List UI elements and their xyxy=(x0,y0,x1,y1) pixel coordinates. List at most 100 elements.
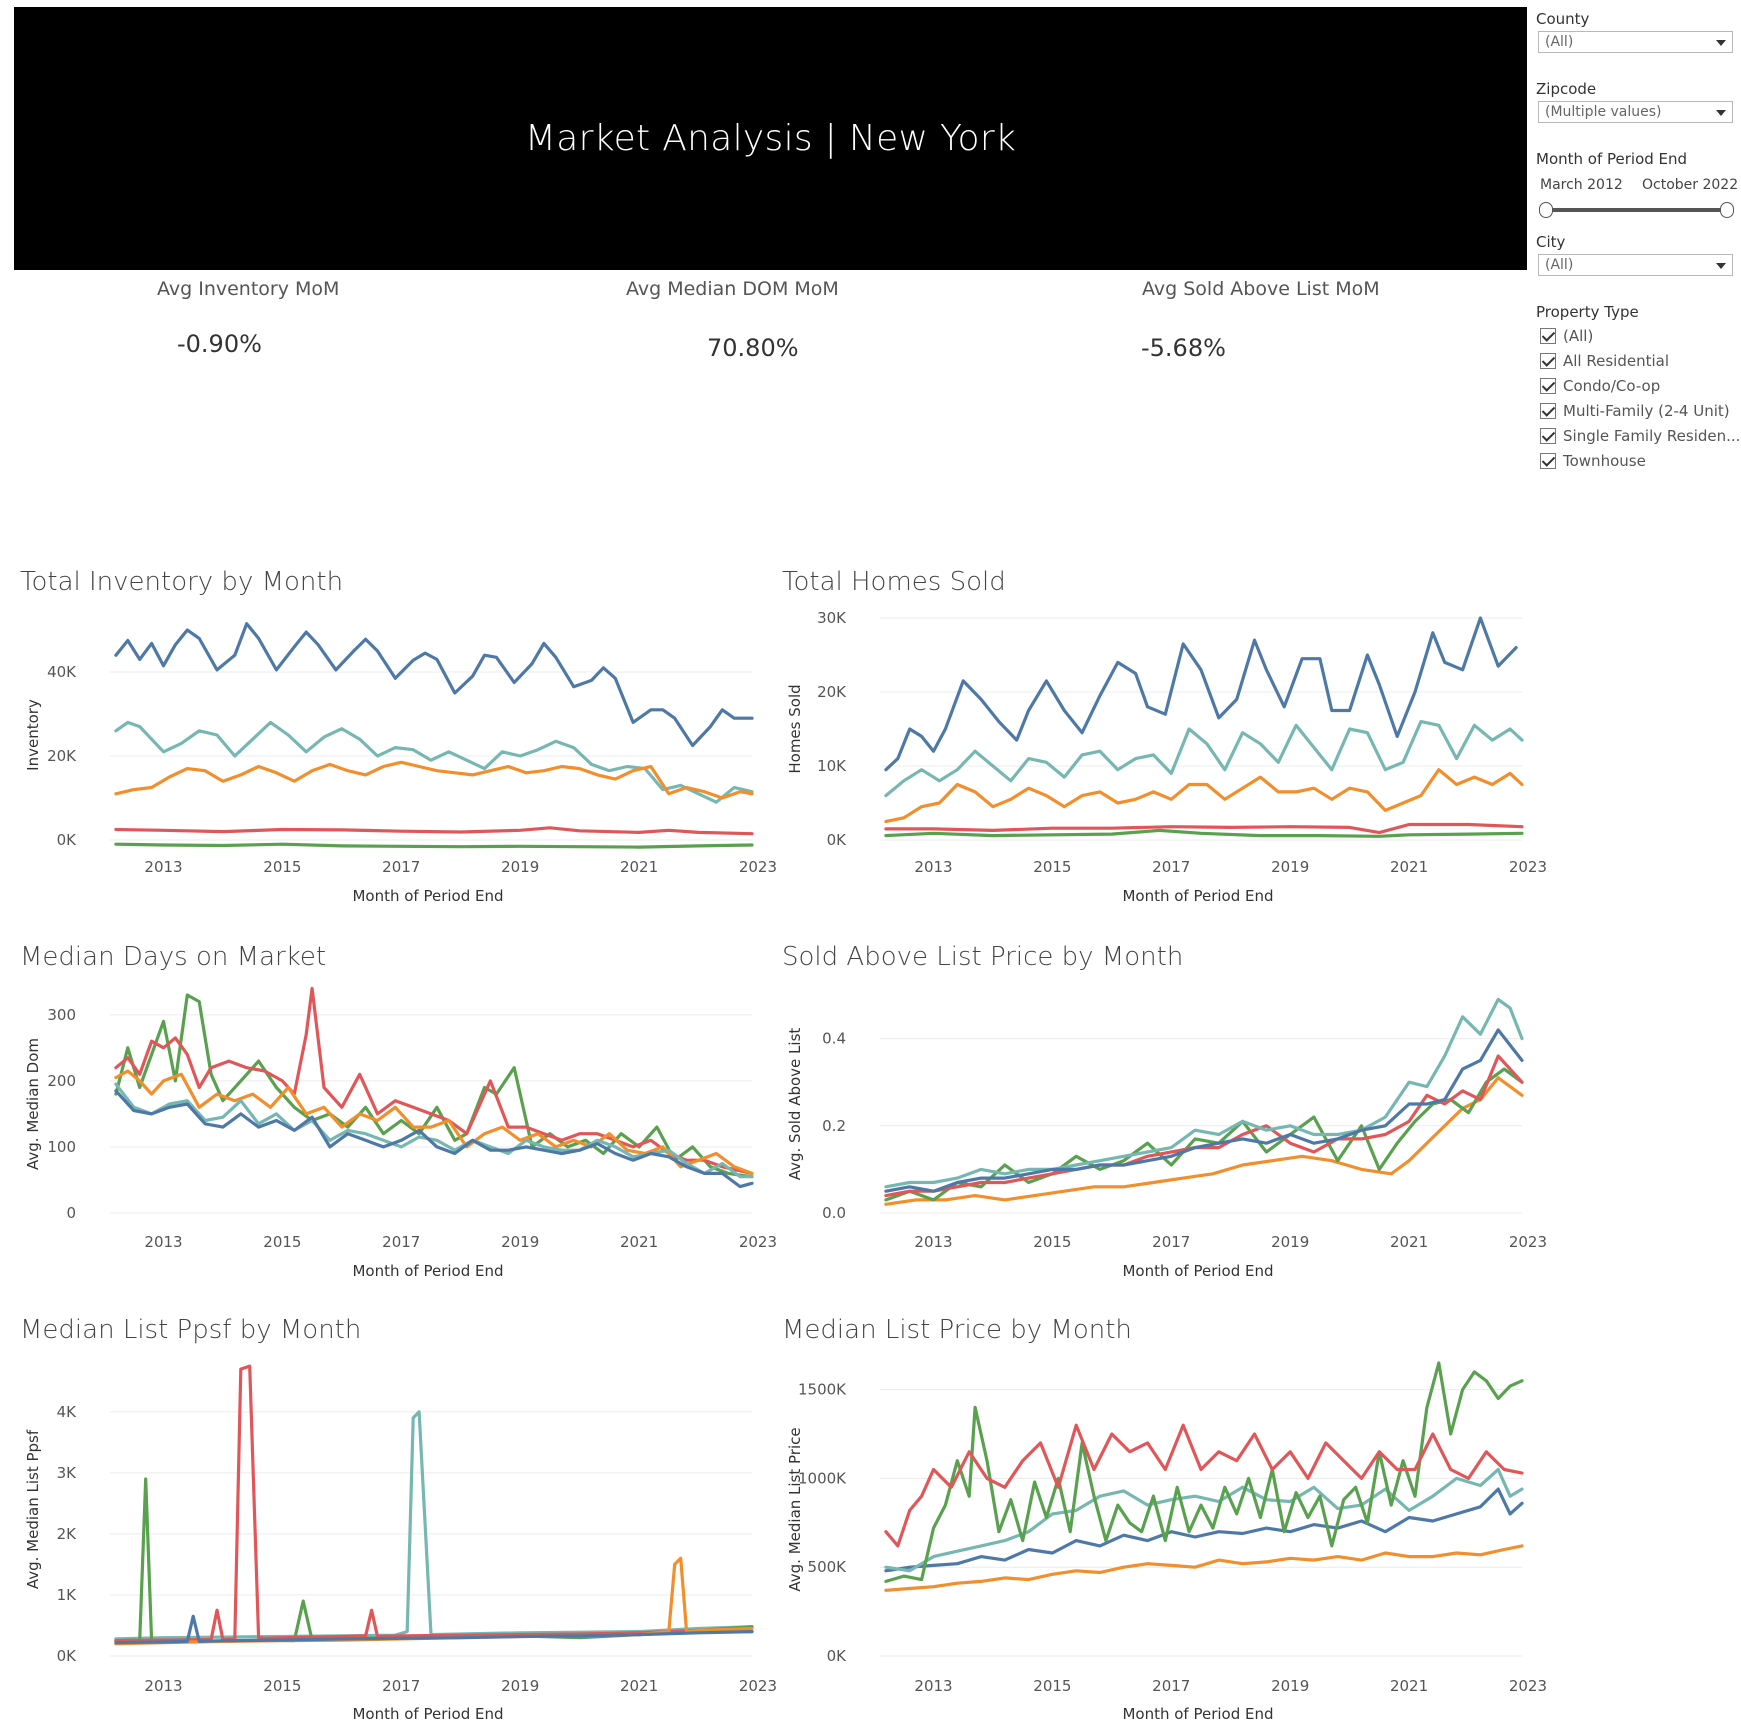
y-tick-label: 1000K xyxy=(798,1469,847,1487)
chevron-down-icon xyxy=(1716,110,1726,116)
x-tick-label: 2013 xyxy=(914,1677,952,1695)
x-tick-label: 2019 xyxy=(501,858,539,876)
x-axis-label: Month of Period End xyxy=(352,1705,503,1723)
y-axis-label: Inventory xyxy=(24,699,42,771)
x-tick-label: 2019 xyxy=(501,1677,539,1695)
county-filter-label: County xyxy=(1536,10,1590,28)
x-axis-label: Month of Period End xyxy=(1122,1262,1273,1280)
x-tick-label: 2017 xyxy=(382,1677,420,1695)
city-filter-label: City xyxy=(1536,233,1566,251)
series-line-all-residential xyxy=(114,1089,754,1189)
series-line-condo-co-op xyxy=(884,720,1524,798)
x-tick-label: 2017 xyxy=(1152,1677,1190,1695)
checkbox-checked-icon[interactable] xyxy=(1540,328,1556,344)
chart-title: Median List Ppsf by Month xyxy=(20,1315,361,1345)
zipcode-dropdown[interactable]: (Multiple values) xyxy=(1538,101,1733,123)
series-line-townhouse xyxy=(114,842,754,849)
x-axis-label: Month of Period End xyxy=(1122,1705,1273,1723)
y-tick-label: 0K xyxy=(57,1647,78,1665)
x-tick-label: 2015 xyxy=(1033,1677,1071,1695)
x-axis-label: Month of Period End xyxy=(352,887,503,905)
series-line-multi-family-2-4-unit- xyxy=(114,1364,754,1643)
x-tick-label: 2013 xyxy=(914,858,952,876)
x-tick-label: 2013 xyxy=(914,1233,952,1251)
kpi-inventory-label: Avg Inventory MoM xyxy=(157,278,340,300)
y-tick-label: 3K xyxy=(57,1464,78,1482)
list-price-chart: Median List Price by Month 0K 500K 1000K 150… xyxy=(782,1315,1547,1723)
property-type-option[interactable]: Condo/Co-op xyxy=(1540,377,1660,395)
series-line-all-residential xyxy=(114,1614,754,1645)
series-line-multi-family-2-4-unit- xyxy=(884,822,1524,835)
y-tick-label: 2K xyxy=(57,1525,78,1543)
chart-title: Median Days on Market xyxy=(20,942,326,972)
x-tick-label: 2015 xyxy=(263,1677,301,1695)
chart-title: Median List Price by Month xyxy=(782,1315,1132,1345)
x-tick-label: 2021 xyxy=(1390,858,1428,876)
checkbox-checked-icon[interactable] xyxy=(1540,353,1556,369)
y-axis-label: Avg. Median List Price xyxy=(786,1427,804,1591)
y-axis-label: Homes Sold xyxy=(786,684,804,773)
property-type-option[interactable]: Single Family Residen... xyxy=(1540,427,1740,445)
chart-title: Total Homes Sold xyxy=(782,567,1006,597)
series-line-condo-co-op xyxy=(884,997,1524,1189)
series-line-single-family-residential xyxy=(884,1544,1524,1592)
series-line-all-residential xyxy=(114,622,754,748)
property-type-option-label: Multi-Family (2-4 Unit) xyxy=(1563,402,1730,420)
inventory-chart: Total Inventory by Month 0K 20K 40K 2013 2015… xyxy=(20,567,777,905)
x-tick-label: 2015 xyxy=(263,858,301,876)
checkbox-checked-icon[interactable] xyxy=(1540,378,1556,394)
checkbox-checked-icon[interactable] xyxy=(1540,403,1556,419)
month-range-end-handle[interactable] xyxy=(1720,202,1734,218)
month-range-start-handle[interactable] xyxy=(1539,202,1553,218)
y-axis-label: Avg. Sold Above List xyxy=(786,1028,804,1181)
y-tick-label: 40K xyxy=(47,663,77,681)
series-line-condo-co-op xyxy=(114,1410,754,1641)
chart-title: Total Inventory by Month xyxy=(20,567,343,597)
series-line-single-family-residential xyxy=(114,1069,754,1175)
city-dropdown[interactable]: (All) xyxy=(1538,254,1733,276)
month-filter-label: Month of Period End xyxy=(1536,150,1688,168)
county-dropdown-value: (All) xyxy=(1545,34,1574,50)
series-line-all-residential xyxy=(884,616,1518,772)
series-line-condo-co-op xyxy=(114,720,754,804)
x-tick-label: 2015 xyxy=(263,1233,301,1251)
month-range-end: October 2022 xyxy=(1642,177,1739,193)
title-banner: Market Analysis | New York xyxy=(14,7,1527,270)
x-tick-label: 2013 xyxy=(144,1677,182,1695)
kpi-dom-label: Avg Median DOM MoM xyxy=(626,278,839,300)
y-tick-label: 0K xyxy=(827,1647,848,1665)
y-tick-label: 0K xyxy=(57,831,78,849)
y-tick-label: 200 xyxy=(47,1072,76,1090)
x-tick-label: 2019 xyxy=(1271,1233,1309,1251)
y-tick-label: 1500K xyxy=(798,1381,847,1399)
property-type-option-label: Townhouse xyxy=(1563,452,1646,470)
x-tick-label: 2021 xyxy=(620,1677,658,1695)
y-tick-label: 10K xyxy=(817,757,847,775)
series-line-all-residential xyxy=(884,1487,1524,1573)
property-type-option[interactable]: Townhouse xyxy=(1540,452,1646,470)
y-tick-label: 1K xyxy=(57,1586,78,1604)
month-range-slider[interactable] xyxy=(1543,208,1728,212)
property-type-option[interactable]: All Residential xyxy=(1540,352,1669,370)
checkbox-checked-icon[interactable] xyxy=(1540,453,1556,469)
checkbox-checked-icon[interactable] xyxy=(1540,428,1556,444)
property-type-option-label: (All) xyxy=(1563,327,1594,345)
y-tick-label: 20K xyxy=(817,683,847,701)
property-type-option-label: Single Family Residen... xyxy=(1563,427,1741,445)
y-tick-label: 300 xyxy=(47,1006,76,1024)
x-tick-label: 2021 xyxy=(1390,1677,1428,1695)
chart-title: Sold Above List Price by Month xyxy=(782,942,1183,972)
x-tick-label: 2023 xyxy=(739,858,777,876)
county-dropdown[interactable]: (All) xyxy=(1538,31,1733,53)
x-tick-label: 2015 xyxy=(1033,1233,1071,1251)
series-line-multi-family-2-4-unit- xyxy=(114,826,754,836)
month-range-start: March 2012 xyxy=(1540,177,1623,193)
homes-sold-chart: Total Homes Sold 0K 10K 20K 30K 2013 2015 2017 2… xyxy=(782,567,1547,905)
x-tick-label: 2017 xyxy=(382,858,420,876)
y-tick-label: 0.0 xyxy=(822,1204,846,1222)
x-tick-label: 2023 xyxy=(739,1233,777,1251)
property-type-option-label: Condo/Co-op xyxy=(1563,377,1661,395)
property-type-option[interactable]: (All) xyxy=(1540,327,1593,345)
x-axis-label: Month of Period End xyxy=(352,1262,503,1280)
property-type-option[interactable]: Multi-Family (2-4 Unit) xyxy=(1540,402,1730,420)
